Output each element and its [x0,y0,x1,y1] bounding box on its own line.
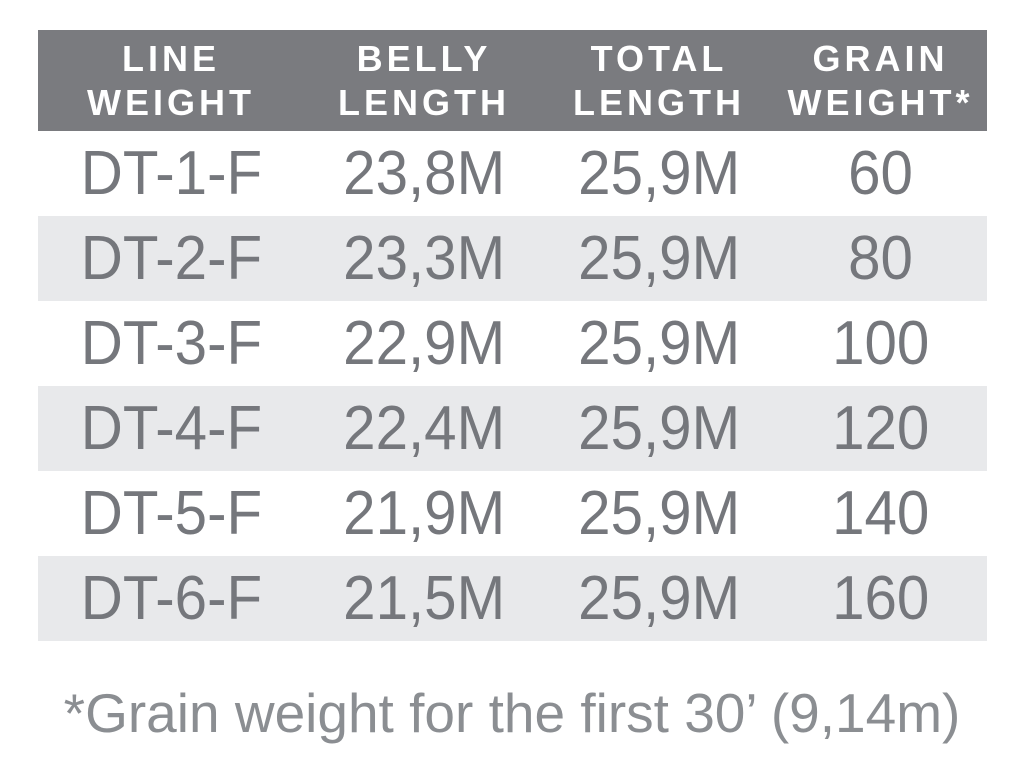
cell-text: 22,9M [342,309,505,378]
cell-total-length: 25,9M [544,216,774,301]
cell-total-length: 25,9M [544,386,774,471]
grain-weight-footnote: *Grain weight for the first 30’ (9,14m) [63,682,961,744]
header-line: LINE [121,37,220,79]
table-header-row: LINE WEIGHT BELLY LENGTH TOTAL LENGTH GR… [38,30,987,131]
cell-text: DT-4-F [80,394,262,463]
cell-text: 25,9M [577,139,740,208]
cell-total-length: 25,9M [544,471,774,556]
cell-text: 160 [831,564,930,633]
cell-text: 22,4M [342,394,505,463]
cell-text: 140 [831,479,930,548]
cell-line-weight: DT-4-F [38,386,304,471]
cell-total-length: 25,9M [544,301,774,386]
header-line: TOTAL [590,37,728,79]
header-line: LENGTH [573,81,745,123]
cell-belly-length: 22,4M [304,386,544,471]
cell-text: 25,9M [577,309,740,378]
cell-line-weight: DT-6-F [38,556,304,641]
table-row: DT-5-F 21,9M 25,9M 140 [38,471,987,556]
column-header-belly-length: BELLY LENGTH [304,30,544,131]
cell-grain-weight: 60 [774,131,987,216]
cell-text: 25,9M [577,479,740,548]
cell-grain-weight: 80 [774,216,987,301]
header-line: LENGTH [338,81,510,123]
cell-text: 80 [848,224,913,293]
cell-grain-weight: 100 [774,301,987,386]
column-header-grain-weight: GRAIN WEIGHT* [774,30,987,131]
table-row: DT-6-F 21,5M 25,9M 160 [38,556,987,641]
table-row: DT-1-F 23,8M 25,9M 60 [38,131,987,216]
cell-belly-length: 21,9M [304,471,544,556]
header-line: BELLY [356,37,492,79]
cell-text: 25,9M [577,394,740,463]
table-row: DT-3-F 22,9M 25,9M 100 [38,301,987,386]
cell-text: 120 [831,394,930,463]
cell-belly-length: 23,3M [304,216,544,301]
cell-text: 100 [831,309,930,378]
cell-line-weight: DT-3-F [38,301,304,386]
cell-grain-weight: 160 [774,556,987,641]
table-row: DT-4-F 22,4M 25,9M 120 [38,386,987,471]
column-header-total-length: TOTAL LENGTH [544,30,774,131]
cell-text: 60 [848,139,913,208]
header-line: WEIGHT [87,81,255,123]
cell-belly-length: 23,8M [304,131,544,216]
cell-belly-length: 22,9M [304,301,544,386]
header-line: GRAIN [812,37,949,79]
cell-belly-length: 21,5M [304,556,544,641]
cell-grain-weight: 120 [774,386,987,471]
header-line: WEIGHT* [787,81,974,123]
cell-text: 25,9M [577,224,740,293]
cell-text: 23,3M [342,224,505,293]
cell-text: DT-5-F [80,479,262,548]
cell-grain-weight: 140 [774,471,987,556]
cell-total-length: 25,9M [544,556,774,641]
column-header-line-weight: LINE WEIGHT [38,30,304,131]
cell-line-weight: DT-1-F [38,131,304,216]
cell-text: 25,9M [577,564,740,633]
table-row: DT-2-F 23,3M 25,9M 80 [38,216,987,301]
fly-line-spec-table: LINE WEIGHT BELLY LENGTH TOTAL LENGTH GR… [38,30,987,641]
cell-line-weight: DT-2-F [38,216,304,301]
cell-text: 21,9M [342,479,505,548]
cell-text: DT-6-F [80,564,262,633]
cell-text: DT-2-F [80,224,262,293]
cell-total-length: 25,9M [544,131,774,216]
cell-text: 21,5M [342,564,505,633]
cell-text: DT-1-F [80,139,262,208]
cell-line-weight: DT-5-F [38,471,304,556]
cell-text: DT-3-F [80,309,262,378]
cell-text: 23,8M [342,139,505,208]
